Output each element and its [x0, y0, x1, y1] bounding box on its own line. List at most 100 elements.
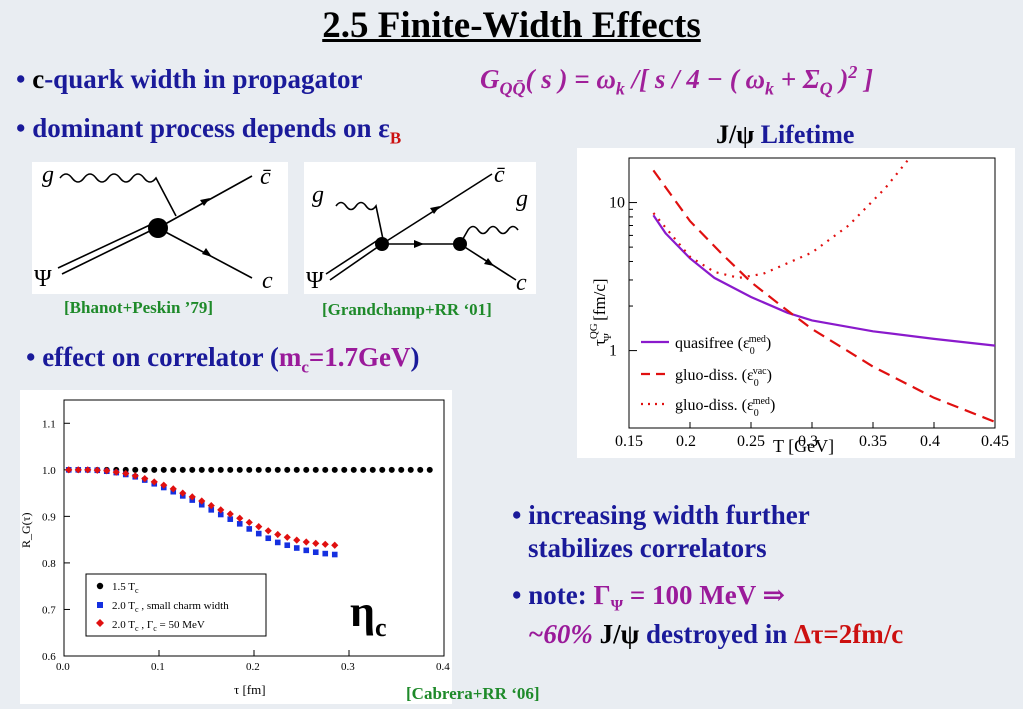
point-series-1: [255, 466, 262, 473]
correlator-ylabel: R_G(τ): [20, 513, 33, 548]
left-psi-label: Ψ: [34, 266, 52, 292]
point-series-3: [103, 467, 111, 475]
x-tick-label: 0.0: [56, 661, 70, 673]
y-tick-label: 0.9: [42, 511, 56, 523]
lifetime-series-2: [652, 169, 996, 423]
point-series-1: [208, 466, 215, 473]
point-series-3: [293, 536, 301, 544]
formula-pow: 2: [848, 62, 858, 82]
bullet4-line2: stabilizes correlators: [528, 533, 767, 563]
point-series-1: [198, 466, 205, 473]
point-series-2: [312, 549, 319, 556]
point-series-3: [131, 472, 139, 480]
bullet5-dt: Δτ=2fm/c: [793, 619, 904, 650]
point-series-2: [265, 535, 272, 542]
point-series-2: [227, 516, 234, 522]
point-series-3: [84, 466, 92, 474]
point-series-3: [112, 468, 120, 476]
lifetime-chart-svg: 0.15 0.2 0.25 0.3 0.35 0.4 0.45 1 10 T [GeV] τQG…: [588, 157, 1009, 456]
x-tick-label: 0.1: [151, 661, 165, 673]
point-series-3: [264, 527, 272, 535]
point-series-2: [274, 539, 281, 546]
citation-bhanot: [Bhanot+Peskin ’79]: [64, 298, 214, 317]
x-tick-label: 0.45: [981, 433, 1009, 450]
feynman-diagram-right: g c̄ g Ψ c: [304, 162, 536, 296]
point-series-3: [321, 540, 329, 548]
lifetime-title-jpsi: J/ψ: [716, 120, 755, 149]
point-series-3: [236, 514, 244, 522]
point-series-2: [293, 545, 300, 551]
point-series-1: [246, 466, 253, 473]
point-series-3: [283, 533, 291, 541]
correlator-legend: [85, 573, 267, 637]
feynman-right-svg: g c̄ g Ψ c: [306, 162, 528, 296]
legend-gluo-med: gluo-diss. (ε0med): [675, 396, 775, 419]
legend-2tc-small: 2.0 Tc , small charm width: [112, 600, 229, 614]
propagator-formula: GQQ̄( s ) = ωk /[ s / 4 − ( ωk + ΣQ )2 ]: [480, 62, 873, 99]
point-series-1: [236, 466, 243, 473]
point-series-1: [369, 466, 376, 473]
point-series-1: [122, 466, 129, 473]
page-title: 2.5 Finite-Width Effects: [322, 5, 701, 46]
bullet5-gsub: Ψ: [610, 597, 624, 615]
point-series-3: [93, 466, 101, 474]
right-g1-label: g: [312, 182, 324, 208]
formula-close: ): [832, 64, 849, 94]
point-series-1: [379, 466, 386, 473]
y-tick-label: 0.6: [42, 651, 56, 663]
point-series-1: [398, 466, 405, 473]
lifetime-title: J/ψ Lifetime: [716, 120, 854, 150]
point-series-1: [160, 466, 167, 473]
bullet-correlator: • effect on correlator (mc=1.7GeV): [26, 342, 420, 377]
bullet3-post: ): [410, 342, 420, 372]
point-series-2: [322, 550, 329, 557]
left-cbar-label: c̄: [260, 164, 271, 190]
lifetime-title-rest: Lifetime: [754, 120, 855, 149]
lifetime-xlabel: T [GeV]: [773, 436, 834, 456]
bullet-quark-width: • c-quark width in propagator: [16, 64, 363, 95]
x-tick-label: 0.4: [436, 661, 450, 673]
bullet5-pct: ~60%: [528, 619, 593, 650]
point-series-2: [255, 530, 262, 537]
legend-quasifree: quasifree (ε0med): [675, 334, 771, 357]
formula-G: G: [480, 64, 500, 94]
point-series-1: [141, 466, 148, 473]
point-series-1: [217, 466, 224, 473]
point-series-2: [303, 547, 310, 554]
legend-marker-square: [97, 602, 103, 608]
point-series-2: [246, 526, 253, 532]
bullet2-text: • dominant process depends on ε: [16, 113, 390, 143]
legend-marker-diamond: [96, 619, 104, 627]
bullet-text: -quark width in propagator: [44, 64, 363, 94]
lifetime-chart: 0.15 0.2 0.25 0.3 0.35 0.4 0.45 1 10 T [GeV] τQG…: [577, 148, 1015, 458]
point-series-3: [331, 541, 339, 549]
x-tick-label: 0.2: [246, 661, 260, 673]
left-g-label: g: [42, 162, 54, 188]
point-series-2: [236, 521, 243, 527]
point-series-1: [360, 466, 367, 473]
point-series-1: [179, 466, 186, 473]
right-cbar-label: c̄: [494, 162, 505, 188]
eta-c-label: ηc: [350, 587, 387, 642]
formula-plus: + Σ: [774, 64, 820, 94]
point-series-1: [265, 466, 272, 473]
x-tick-label: 0.15: [615, 433, 643, 450]
bullet5-jpsi: J/ψ: [592, 619, 640, 650]
point-series-1: [189, 466, 196, 473]
point-series-1: [417, 466, 424, 473]
right-psi-label: Ψ: [306, 268, 324, 294]
formula-body: ( s ) = ω: [525, 64, 616, 94]
citation-grandchamp: [Grandchamp+RR ‘01]: [322, 300, 492, 319]
point-series-1: [274, 466, 281, 473]
point-series-2: [198, 501, 205, 508]
bullet5-gamma: Γ: [593, 580, 611, 610]
legend-1-5tc: 1.5 Tc: [112, 581, 139, 595]
point-series-1: [331, 466, 338, 473]
left-c-label: c: [262, 268, 273, 294]
bullet-note: • note: ΓΨ = 100 MeV ⇒ ~60% J/ψ destroye…: [512, 580, 903, 650]
y-tick-label: 1: [609, 343, 617, 360]
x-tick-label: 0.4: [920, 433, 940, 450]
y-tick-label: 1.1: [42, 418, 56, 430]
bullet3-m: m: [278, 342, 302, 372]
bullet-increasing-width: • increasing width further stabilizes co…: [512, 500, 810, 564]
